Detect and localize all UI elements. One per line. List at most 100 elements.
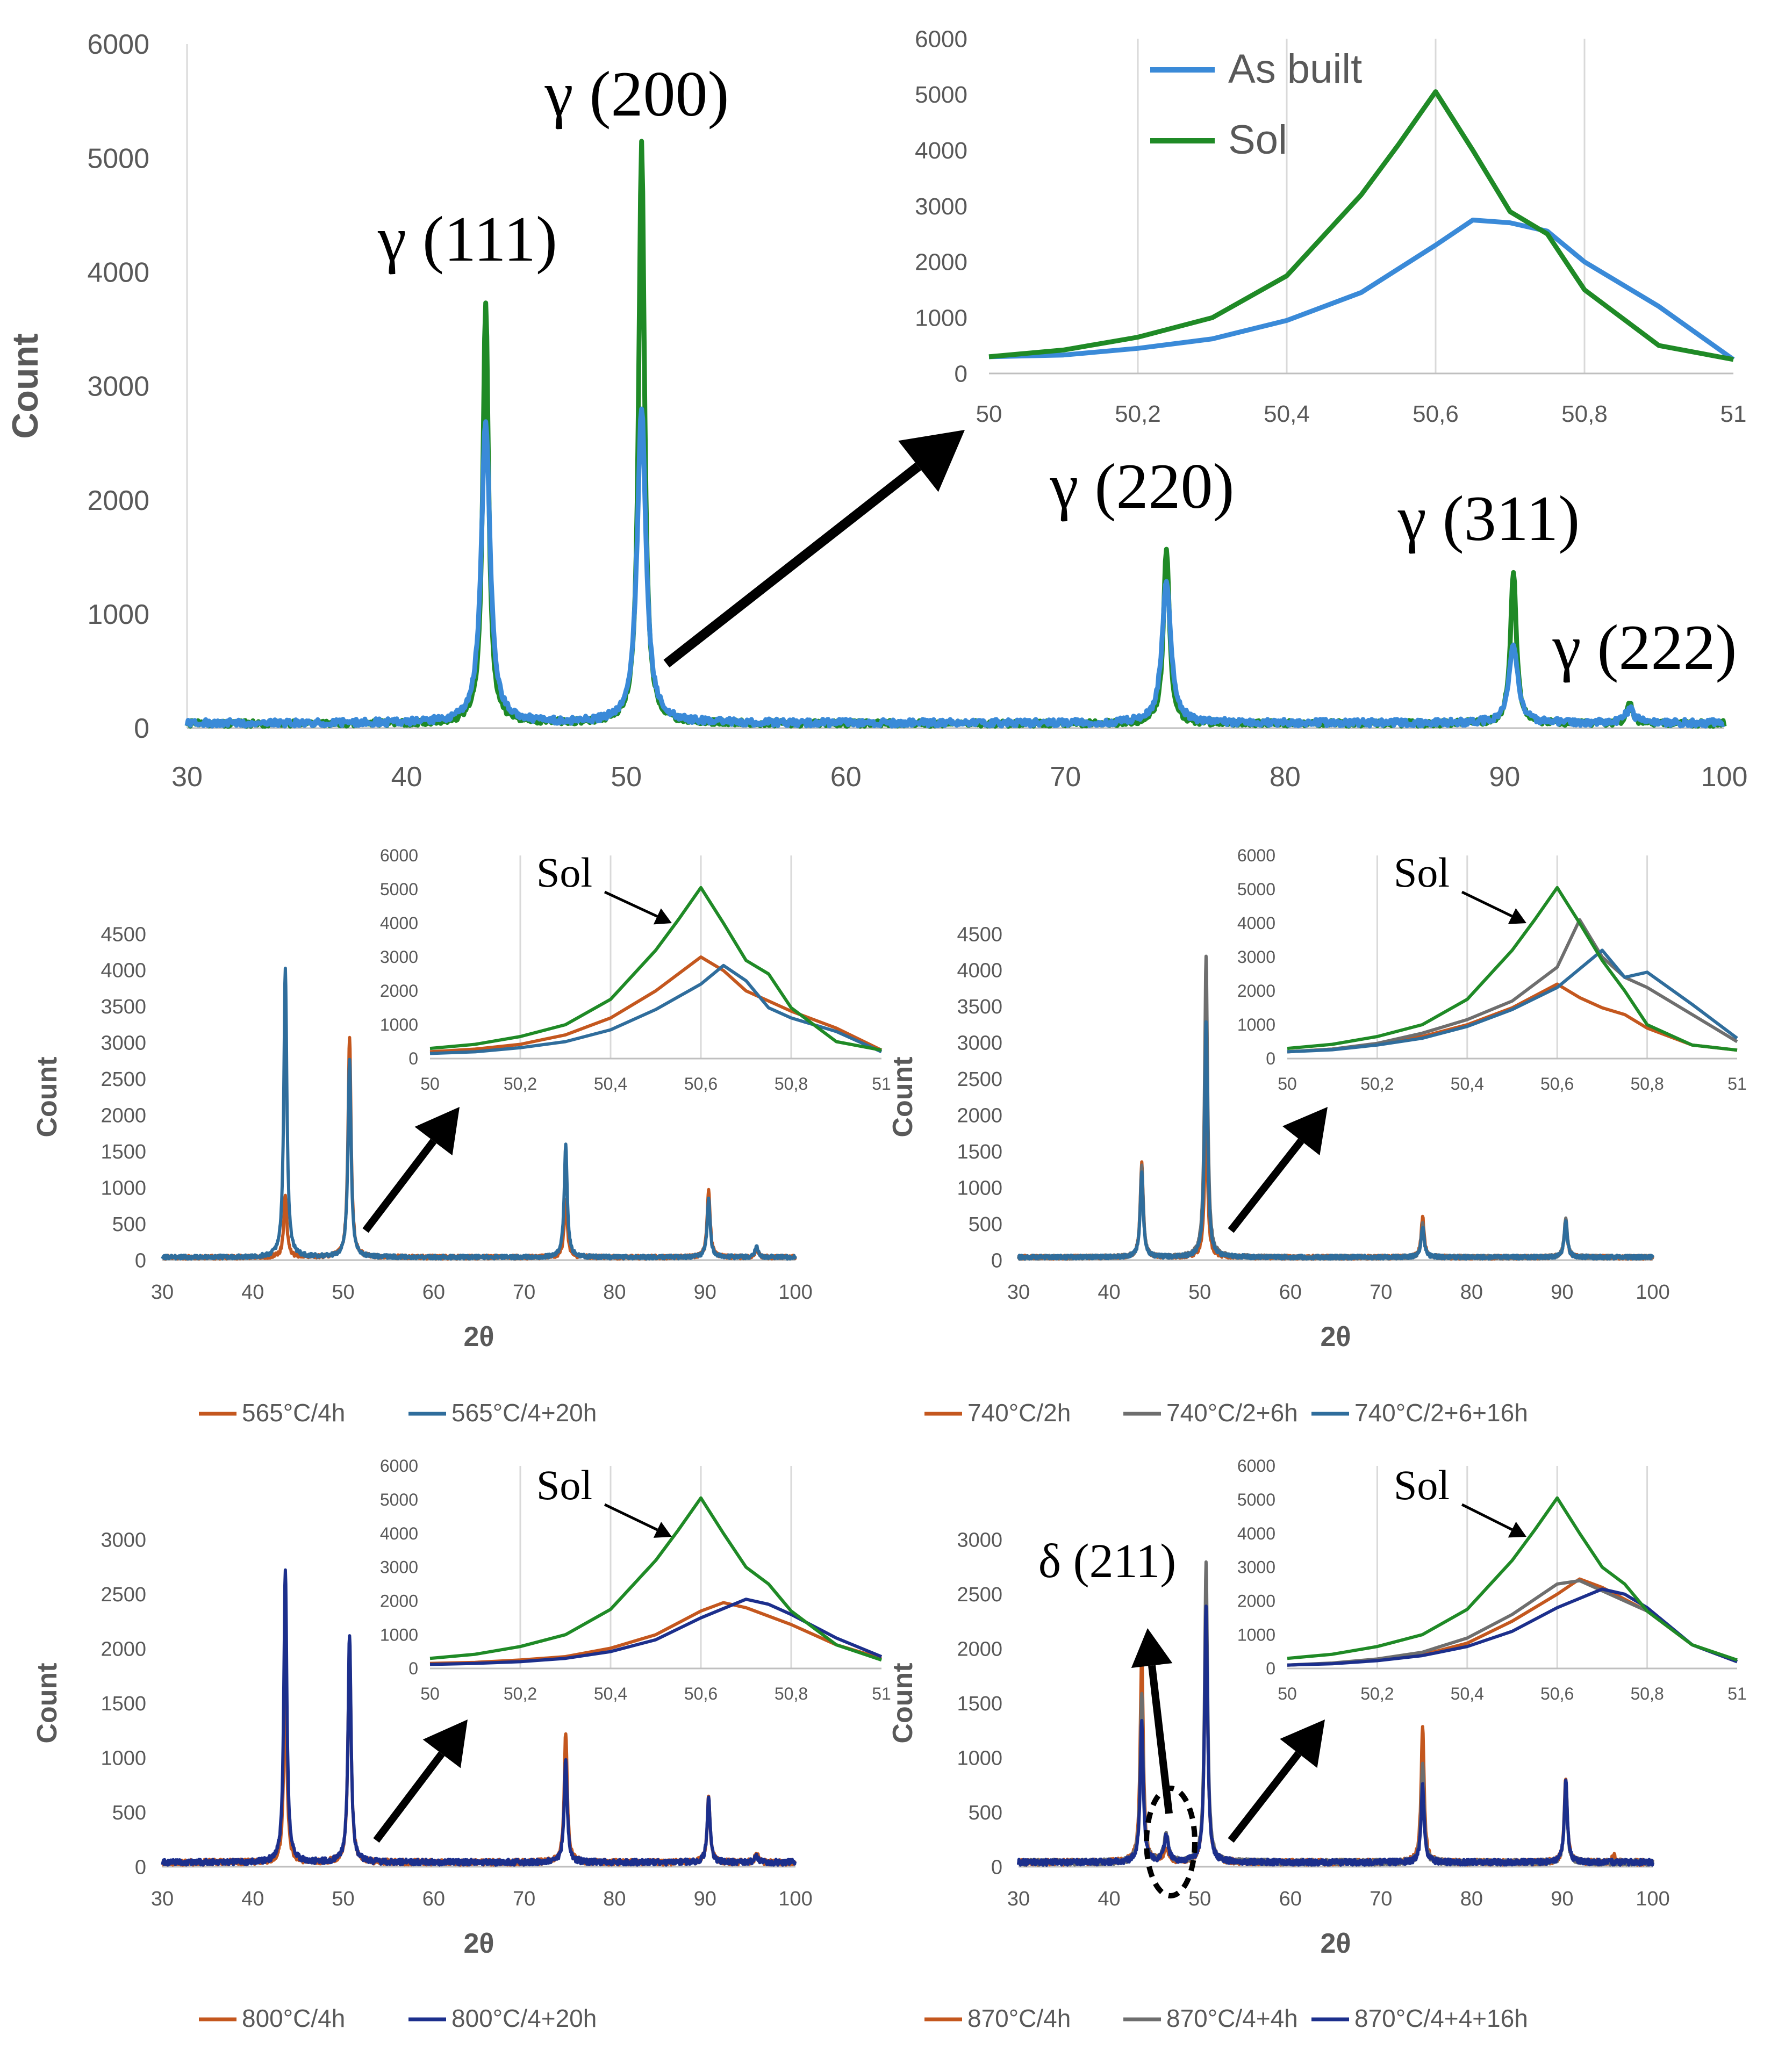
x-tick-label: 60 bbox=[422, 1888, 445, 1910]
inset-series-line bbox=[988, 218, 1735, 362]
x-tick-label: 50,4 bbox=[1451, 1074, 1484, 1093]
peak-label: γ (220) bbox=[1050, 450, 1235, 522]
y-tick-label: 1500 bbox=[957, 1693, 1002, 1715]
x-tick-label: 50,2 bbox=[1115, 401, 1161, 427]
series-line bbox=[184, 406, 1726, 729]
x-tick-label: 40 bbox=[391, 761, 422, 793]
legend-label: 740°C/2h bbox=[967, 1399, 1071, 1427]
legend-label: 870°C/4+4+16h bbox=[1354, 2004, 1528, 2032]
y-tick-label: 1000 bbox=[915, 305, 967, 332]
x-tick-label: 50,2 bbox=[1360, 1074, 1394, 1093]
arrow-head bbox=[1131, 1628, 1173, 1668]
y-tick-label: 500 bbox=[112, 1802, 146, 1824]
y-tick-label: 4000 bbox=[915, 138, 967, 164]
x-tick-label: 51 bbox=[1727, 1074, 1747, 1093]
y-tick-label: 500 bbox=[969, 1802, 1002, 1824]
sol-label: Sol bbox=[536, 849, 592, 896]
x-tick-label: 40 bbox=[241, 1888, 264, 1910]
y-tick-label: 0 bbox=[135, 1856, 146, 1879]
x-tick-label: 30 bbox=[151, 1281, 174, 1304]
inset-p800: 50 50,2 50,4 50,6 50,8 51 0 1000 2000 3000 4000 500… bbox=[380, 1456, 891, 1703]
sol-label: Sol bbox=[1394, 1462, 1450, 1508]
x-tick-label: 100 bbox=[1636, 1281, 1669, 1304]
x-tick-label: 30 bbox=[1007, 1888, 1030, 1910]
legend-label: 870°C/4+4h bbox=[1166, 2004, 1298, 2032]
x-tick-label: 51 bbox=[872, 1074, 891, 1093]
y-tick-label: 5000 bbox=[915, 82, 967, 108]
y-tick-label: 3000 bbox=[915, 193, 967, 220]
x-tick-label: 50 bbox=[1278, 1684, 1297, 1703]
inset-series-line bbox=[429, 886, 882, 1052]
x-tick-label: 51 bbox=[1727, 1684, 1747, 1703]
x-tick-label: 50 bbox=[332, 1281, 354, 1304]
x-tick-label: 50,4 bbox=[594, 1074, 627, 1093]
y-tick-label: 0 bbox=[408, 1049, 418, 1068]
arrow-head bbox=[653, 1522, 672, 1538]
y-tick-label: 1500 bbox=[957, 1141, 1002, 1163]
y-axis-title: Count bbox=[887, 1056, 919, 1137]
y-tick-label: 1000 bbox=[1237, 1015, 1275, 1034]
series-line bbox=[161, 1035, 797, 1261]
x-tick-label: 50 bbox=[1188, 1281, 1211, 1304]
x-tick-label: 50,8 bbox=[775, 1074, 808, 1093]
y-tick-label: 2000 bbox=[101, 1638, 146, 1660]
x-axis-title: 2θ bbox=[1320, 1321, 1351, 1352]
inset-series-line bbox=[988, 89, 1734, 362]
y-tick-label: 2000 bbox=[1237, 1592, 1275, 1611]
y-tick-label: 0 bbox=[1266, 1049, 1275, 1068]
inset-series-line bbox=[1287, 1496, 1738, 1662]
x-tick-label: 50 bbox=[332, 1888, 354, 1910]
x-tick-label: 60 bbox=[1279, 1888, 1302, 1910]
x-tick-label: 50 bbox=[611, 761, 642, 793]
y-tick-label: 4000 bbox=[1237, 913, 1275, 933]
x-tick-label: 90 bbox=[1551, 1888, 1573, 1910]
arrow-head bbox=[898, 430, 965, 492]
inset-series-line bbox=[1287, 1587, 1738, 1667]
y-tick-label: 0 bbox=[134, 713, 149, 744]
inset-series-line bbox=[1287, 918, 1738, 1054]
legend-label: 565°C/4h bbox=[242, 1399, 345, 1427]
legend-label: 740°C/2+6+16h bbox=[1354, 1399, 1528, 1427]
series-line bbox=[161, 1568, 797, 1867]
y-tick-label: 1500 bbox=[101, 1141, 146, 1163]
sol-label: Sol bbox=[536, 1462, 592, 1508]
inset-series-line bbox=[429, 1598, 883, 1666]
peak-label: γ (111) bbox=[377, 203, 557, 275]
x-tick-label: 100 bbox=[778, 1888, 812, 1910]
y-tick-label: 5000 bbox=[1237, 1490, 1275, 1509]
x-tick-label: 50,2 bbox=[504, 1684, 537, 1703]
inset-p870: 50 50,2 50,4 50,6 50,8 51 0 1000 2000 3000 4000 500… bbox=[1237, 1456, 1747, 1703]
arrow-line bbox=[604, 1503, 658, 1531]
y-tick-label: 2500 bbox=[101, 1068, 146, 1091]
y-tick-label: 500 bbox=[112, 1213, 146, 1236]
y-tick-label: 4000 bbox=[380, 1524, 418, 1543]
y-tick-label: 2000 bbox=[915, 249, 967, 276]
legend-label: 565°C/4+20h bbox=[451, 1399, 597, 1427]
x-tick-label: 50 bbox=[1188, 1888, 1211, 1910]
x-tick-label: 50,8 bbox=[1561, 401, 1608, 427]
inset-p565: 50 50,2 50,4 50,6 50,8 51 0 1000 2000 3000 4000 500… bbox=[380, 846, 891, 1093]
y-tick-label: 500 bbox=[969, 1213, 1002, 1236]
y-axis-title: Count bbox=[887, 1663, 919, 1743]
series-line bbox=[1017, 1020, 1654, 1261]
y-tick-label: 3000 bbox=[1237, 947, 1275, 967]
x-tick-label: 100 bbox=[1701, 761, 1748, 793]
x-tick-label: 30 bbox=[1007, 1281, 1030, 1304]
x-tick-label: 50 bbox=[1278, 1074, 1297, 1093]
delta-annotation: δ (211) bbox=[1038, 1535, 1198, 1898]
arrow-head bbox=[1282, 1107, 1328, 1156]
x-axis-title: 2θ bbox=[1320, 1928, 1351, 1959]
x-tick-label: 80 bbox=[1460, 1888, 1483, 1910]
legend-label: 740°C/2+6h bbox=[1166, 1399, 1298, 1427]
y-tick-label: 4000 bbox=[957, 960, 1002, 982]
y-tick-label: 0 bbox=[991, 1856, 1002, 1879]
x-tick-label: 50,6 bbox=[1540, 1074, 1574, 1093]
y-tick-label: 4000 bbox=[1237, 1524, 1275, 1543]
y-tick-label: 2500 bbox=[957, 1068, 1002, 1091]
x-tick-label: 80 bbox=[603, 1281, 626, 1304]
series-line bbox=[1017, 1605, 1654, 1867]
inset-series-line bbox=[1287, 948, 1738, 1054]
legend-label: 800°C/4+20h bbox=[451, 2004, 597, 2032]
inset-series-line bbox=[1287, 1577, 1738, 1667]
